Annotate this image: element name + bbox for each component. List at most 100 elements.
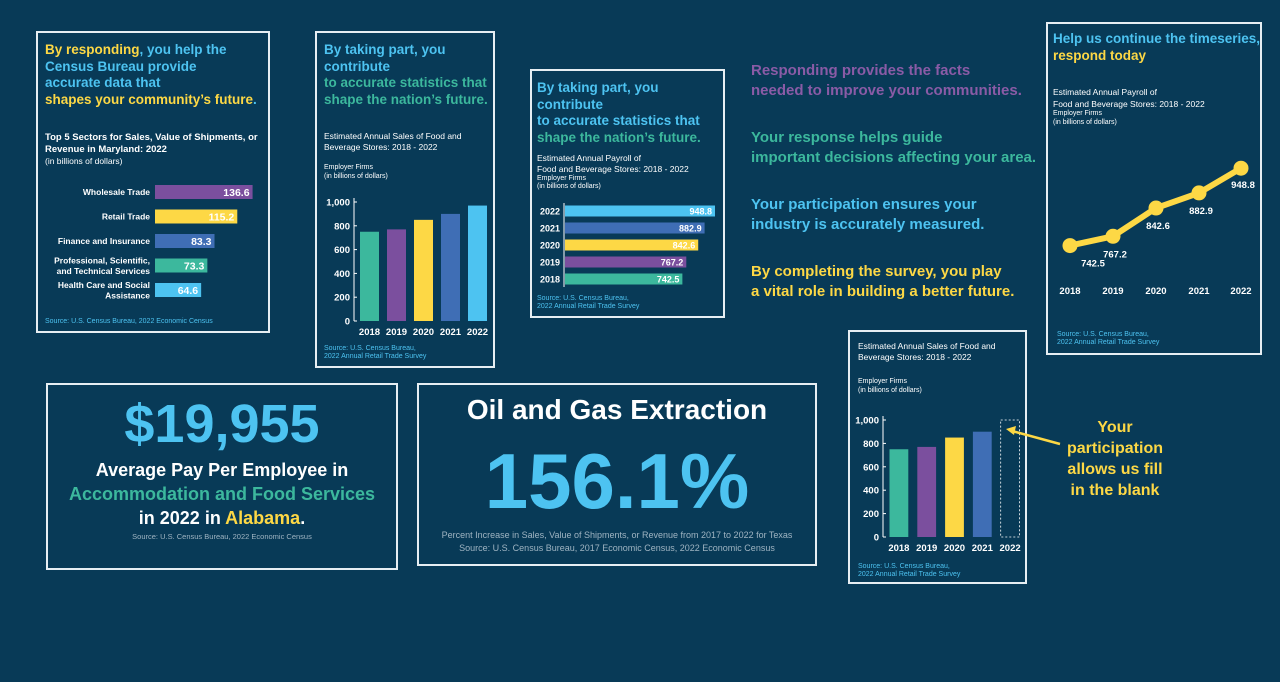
x-tick-label: 2021 [1188, 286, 1210, 297]
headline-text: to accurate statistics that [324, 75, 487, 90]
chart-source: 2022 Annual Retail Trade Survey [324, 353, 427, 360]
message-line: Responding provides the facts [751, 62, 971, 79]
chart-units: (in billions of dollars) [858, 387, 922, 394]
bar [565, 222, 705, 234]
data-label: 842.6 [1146, 221, 1170, 232]
chart-payroll-bars: 2022 948.8 2021 882.9 2020 842.6 2019 767.2 2018… [540, 203, 715, 287]
pay-line: in 2022 in [138, 508, 226, 528]
headline-highlight: shapes your community’s future [45, 91, 254, 107]
y-tick-label: 200 [863, 509, 879, 520]
chart-source: Source: U.S. Census Bureau, [858, 563, 950, 570]
category-label: Finance and Insurance [58, 236, 150, 246]
message-future: By completing the survey, you play a vit… [751, 262, 1071, 301]
card-oil-gas: Oil and Gas Extraction 156.1% Percent In… [417, 383, 817, 566]
pay-industry: Accommodation and Food Services [68, 484, 376, 504]
chart-title: Food and Beverage Stores: 2018 - 2022 [537, 164, 689, 174]
bar [565, 273, 683, 285]
y-tick-label: 800 [863, 439, 879, 450]
headline-text: Help us continue the timeseries, [1053, 31, 1261, 46]
bar [565, 239, 699, 251]
pay-source: Source: U.S. Census Bureau, 2022 Economi… [132, 532, 312, 541]
bar [945, 437, 964, 537]
headline-text: shape the nation’s future. [324, 91, 488, 107]
message-line: Your participation ensures your [751, 196, 977, 213]
y-tick-label: 400 [863, 486, 879, 497]
chart-units: (in billions of dollars) [537, 183, 601, 190]
category-label: 2021 [540, 224, 560, 234]
message-line: By completing the survey, you play [751, 263, 1002, 280]
message-line: Your response helps guide [751, 129, 943, 146]
x-tick-label: 2021 [440, 327, 462, 338]
data-label: 948.8 [689, 207, 712, 217]
message-line: industry is accurately measured. [751, 215, 985, 233]
bar [917, 446, 937, 537]
data-label: 742.5 [1081, 259, 1105, 270]
chart-title: Food and Beverage Stores: 2018 - 2022 [1053, 99, 1205, 109]
bar [468, 205, 487, 321]
pay-line: Average Pay Per Employee in [95, 460, 349, 480]
data-label: 115.2 [209, 212, 235, 224]
y-tick-label: 200 [334, 293, 350, 304]
x-tick-label: 2018 [359, 327, 380, 338]
message-line: needed to improve your communities. [751, 81, 1022, 99]
category-label: Retail Trade [102, 212, 150, 222]
bar [155, 185, 253, 199]
pay-description: Average Pay Per Employee in Accommodatio… [48, 458, 396, 530]
bar [155, 209, 238, 224]
category-label: Wholesale Trade [83, 187, 150, 197]
x-tick-label: 2020 [413, 327, 434, 338]
data-label: 64.6 [178, 285, 199, 297]
chart-subtitle: Employer Firms [537, 175, 587, 182]
y-tick-label: 600 [863, 462, 879, 473]
category-label: Professional, Scientific, [54, 256, 150, 266]
category-label: 2020 [540, 241, 560, 251]
data-label: 742.5 [657, 275, 680, 285]
y-tick-label: 1,000 [855, 416, 879, 427]
headline-text: shape the nation’s future. [537, 129, 701, 145]
chart-source: 2022 Annual Retail Trade Survey [1057, 339, 1160, 346]
x-tick-label: 2018 [1059, 286, 1080, 297]
card-payroll-line: Help us continue the timeseries, respond… [1046, 22, 1262, 355]
callout-line: in the blank [1070, 482, 1160, 499]
headline-text: By taking part, you [324, 42, 446, 57]
card-sales-blank: Estimated Annual Sales of Food and Bever… [848, 330, 1027, 584]
chart-source: 2022 Annual Retail Trade Survey [858, 571, 961, 578]
chart-units: (in billions of dollars) [1053, 119, 1117, 126]
card-average-pay: $19,955 Average Pay Per Employee in Acco… [46, 383, 398, 570]
category-label: 2022 [540, 207, 560, 217]
chart-subtitle: Employer Firms [1053, 110, 1103, 117]
chart-source: Source: U.S. Census Bureau, 2022 Economi… [45, 318, 213, 325]
arrow-head [1006, 426, 1016, 435]
bar [360, 231, 379, 321]
callout-line: participation [1066, 440, 1163, 457]
bar [414, 219, 433, 321]
y-tick-label: 600 [334, 245, 350, 256]
card2-headline: By taking part, you contribute to accura… [324, 42, 492, 108]
pay-state: Alabama [225, 508, 301, 528]
arrow-shaft [1011, 429, 1061, 446]
chart-source: 2022 Annual Retail Trade Survey [537, 303, 640, 310]
bar [155, 283, 202, 297]
data-label: 767.2 [661, 258, 684, 268]
headline-text: to accurate statistics that [537, 113, 700, 128]
category-label: and Technical Services [57, 266, 151, 276]
category-label: 2018 [540, 275, 560, 285]
message-communities: Responding provides the facts needed to … [751, 61, 1071, 100]
callout-arrow-icon [1006, 426, 1061, 446]
data-label: 83.3 [191, 236, 212, 248]
chart-source: Source: U.S. Census Bureau, [1057, 331, 1149, 338]
x-tick-label: 2022 [1000, 543, 1021, 554]
x-tick-label: 2020 [944, 543, 965, 554]
bar [155, 258, 208, 273]
message-line: important decisions affecting your area. [751, 148, 1037, 166]
callout-line: Your [1097, 419, 1133, 436]
chart-subtitle: Employer Firms [324, 164, 374, 171]
data-point [1148, 200, 1164, 216]
data-label: 136.6 [223, 187, 249, 199]
bar [565, 205, 715, 217]
bar [565, 256, 687, 268]
x-tick-label: 2019 [386, 327, 407, 338]
message-industry: Your participation ensures your industry… [751, 195, 1071, 234]
chart-title: Estimated Annual Payroll of [1053, 87, 1157, 97]
headline-text: Census Bureau provide [45, 58, 197, 74]
